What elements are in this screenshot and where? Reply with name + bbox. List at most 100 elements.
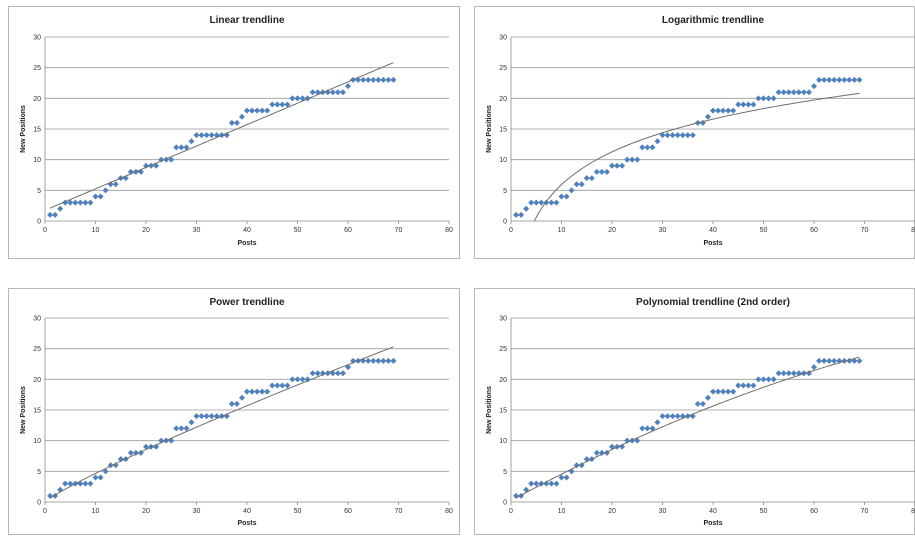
data-point xyxy=(77,199,84,206)
x-tick-label: 30 xyxy=(659,508,667,515)
trendline xyxy=(533,92,860,222)
x-tick-label: 20 xyxy=(142,508,150,515)
data-point xyxy=(689,413,696,420)
data-point xyxy=(269,382,276,389)
data-point xyxy=(664,413,671,420)
data-point xyxy=(299,376,306,383)
data-point xyxy=(624,156,631,163)
data-point xyxy=(790,370,797,377)
data-point xyxy=(593,449,600,456)
data-point xyxy=(309,89,316,96)
data-point xyxy=(634,156,641,163)
data-point xyxy=(279,101,286,108)
data-point xyxy=(228,119,235,126)
chart-title: Logarithmic trendline xyxy=(662,15,765,26)
data-point xyxy=(238,394,245,401)
y-tick-label: 30 xyxy=(499,316,507,323)
data-point xyxy=(294,376,301,383)
y-tick-label: 25 xyxy=(33,346,41,353)
x-axis-label: Posts xyxy=(237,240,256,247)
data-point xyxy=(755,376,762,383)
x-tick-label: 10 xyxy=(558,508,566,515)
data-point xyxy=(365,357,372,364)
x-tick-label: 50 xyxy=(760,227,768,234)
y-tick-label: 15 xyxy=(33,408,41,415)
data-point xyxy=(334,89,341,96)
x-tick-label: 70 xyxy=(395,508,403,515)
data-point xyxy=(62,480,69,487)
data-point xyxy=(785,89,792,96)
x-tick-label: 70 xyxy=(861,227,869,234)
data-point xyxy=(168,156,175,163)
x-tick-label: 0 xyxy=(43,508,47,515)
y-tick-label: 5 xyxy=(503,469,507,476)
data-point xyxy=(841,76,848,83)
data-point xyxy=(274,101,281,108)
x-tick-label: 40 xyxy=(709,227,717,234)
data-point xyxy=(846,76,853,83)
y-tick-label: 5 xyxy=(503,188,507,195)
x-tick-label: 10 xyxy=(558,227,566,234)
x-tick-label: 40 xyxy=(243,508,251,515)
data-point xyxy=(649,144,656,151)
data-point xyxy=(208,132,215,139)
trendline xyxy=(515,356,860,499)
data-point xyxy=(851,357,858,364)
data-point xyxy=(558,474,565,481)
y-tick-label: 15 xyxy=(499,408,507,415)
data-point xyxy=(173,144,180,151)
data-point xyxy=(319,370,326,377)
data-point xyxy=(821,357,828,364)
x-tick-label: 60 xyxy=(344,227,352,234)
y-tick-label: 20 xyxy=(33,377,41,384)
data-point xyxy=(528,199,535,206)
y-tick-label: 10 xyxy=(33,157,41,164)
data-point xyxy=(831,357,838,364)
data-point xyxy=(143,443,149,450)
data-point xyxy=(765,95,772,102)
x-tick-label: 0 xyxy=(43,227,47,234)
data-point xyxy=(644,144,651,151)
data-point xyxy=(720,388,727,395)
data-point xyxy=(523,205,530,212)
data-point xyxy=(573,462,580,469)
data-point xyxy=(588,175,595,182)
data-point xyxy=(254,388,261,395)
data-point xyxy=(72,199,79,206)
data-point xyxy=(259,107,266,114)
chart-title: Power trendline xyxy=(209,297,284,308)
data-point xyxy=(127,449,134,456)
data-point xyxy=(264,388,271,395)
data-point xyxy=(350,357,357,364)
data-point xyxy=(740,101,747,108)
x-tick-label: 70 xyxy=(395,227,403,234)
chart-panel-logarithmic: Logarithmic trendline 0 5 10 15 20 25 30 0 10 20 30… xyxy=(474,6,915,259)
data-point xyxy=(750,101,757,108)
data-point xyxy=(689,132,696,139)
data-point xyxy=(725,107,732,114)
data-point xyxy=(284,101,291,108)
data-point xyxy=(603,168,610,175)
data-point xyxy=(598,168,605,175)
data-point xyxy=(770,95,777,102)
chart-title: Linear trendline xyxy=(209,15,284,26)
data-point xyxy=(523,486,530,493)
x-tick-label: 80 xyxy=(911,227,915,234)
data-point xyxy=(390,76,397,83)
x-tick-label: 20 xyxy=(608,227,616,234)
data-point xyxy=(188,419,195,426)
data-point xyxy=(790,89,797,96)
data-point xyxy=(573,181,580,188)
y-tick-label: 10 xyxy=(499,438,507,445)
data-point xyxy=(538,480,545,487)
data-point xyxy=(153,443,160,450)
data-point xyxy=(558,193,565,200)
data-point xyxy=(82,199,89,206)
data-point xyxy=(233,400,240,407)
data-point xyxy=(87,199,94,206)
data-point xyxy=(775,370,782,377)
data-point xyxy=(593,168,600,175)
data-point xyxy=(249,388,256,395)
data-point xyxy=(750,382,757,389)
data-point xyxy=(370,357,377,364)
